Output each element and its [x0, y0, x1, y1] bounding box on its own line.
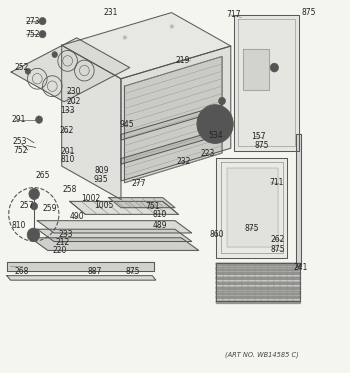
Polygon shape [216, 296, 300, 298]
Circle shape [219, 97, 225, 105]
Polygon shape [216, 286, 300, 289]
Text: ✳: ✳ [169, 24, 174, 30]
Text: 262: 262 [271, 235, 285, 244]
Circle shape [39, 18, 46, 25]
Text: 717: 717 [226, 10, 241, 19]
Text: 265: 265 [36, 171, 50, 180]
Text: 935: 935 [93, 175, 108, 184]
Text: 945: 945 [119, 120, 134, 129]
Text: 262: 262 [59, 126, 74, 135]
Circle shape [197, 105, 233, 143]
Polygon shape [216, 157, 287, 258]
Circle shape [270, 63, 279, 72]
Text: (ART NO. WB14585 C): (ART NO. WB14585 C) [225, 352, 298, 358]
Polygon shape [296, 135, 301, 266]
Text: 752: 752 [26, 29, 40, 39]
Polygon shape [121, 129, 222, 164]
Text: 133: 133 [61, 106, 75, 115]
Text: 230: 230 [66, 87, 81, 96]
Text: 219: 219 [175, 56, 189, 65]
Text: 810: 810 [61, 155, 75, 164]
Circle shape [29, 188, 40, 200]
Text: 875: 875 [254, 141, 269, 150]
Text: 252: 252 [15, 63, 29, 72]
Circle shape [205, 114, 225, 135]
Polygon shape [216, 291, 300, 294]
Text: 201: 201 [61, 147, 75, 156]
Polygon shape [121, 46, 231, 181]
Text: 534: 534 [208, 131, 223, 140]
Text: 875: 875 [271, 245, 285, 254]
Text: 233: 233 [58, 229, 73, 239]
Text: 273: 273 [26, 17, 40, 26]
Polygon shape [7, 261, 154, 271]
Polygon shape [216, 272, 300, 275]
Text: 887: 887 [87, 267, 102, 276]
Polygon shape [37, 221, 192, 233]
Circle shape [36, 116, 43, 123]
Polygon shape [216, 267, 300, 270]
Polygon shape [216, 282, 300, 284]
Polygon shape [125, 56, 222, 183]
Text: 257: 257 [20, 201, 34, 210]
Text: 489: 489 [152, 221, 167, 230]
Polygon shape [109, 198, 175, 208]
Text: 220: 220 [52, 246, 66, 255]
Circle shape [27, 228, 40, 241]
Polygon shape [216, 277, 300, 279]
Text: 259: 259 [43, 204, 57, 213]
Text: 231: 231 [104, 8, 118, 17]
Text: 268: 268 [15, 267, 29, 276]
Text: 223: 223 [200, 148, 215, 157]
Circle shape [31, 203, 38, 210]
Text: 490: 490 [70, 213, 84, 222]
Text: 809: 809 [94, 166, 108, 175]
Text: 875: 875 [245, 224, 259, 233]
Polygon shape [216, 263, 300, 301]
Text: 212: 212 [56, 238, 70, 247]
Text: 1005: 1005 [94, 201, 113, 210]
Text: 860: 860 [209, 230, 224, 239]
Polygon shape [243, 49, 269, 90]
Text: 875: 875 [126, 267, 140, 276]
Circle shape [212, 120, 219, 128]
Polygon shape [226, 168, 278, 247]
Text: 751: 751 [145, 203, 160, 211]
Polygon shape [37, 229, 192, 241]
Circle shape [25, 68, 31, 74]
Polygon shape [62, 13, 231, 79]
Polygon shape [121, 105, 222, 140]
Circle shape [52, 51, 57, 57]
Text: 875: 875 [301, 8, 316, 17]
Text: 752: 752 [13, 145, 27, 154]
Text: 258: 258 [63, 185, 77, 194]
Polygon shape [11, 38, 130, 102]
Circle shape [39, 31, 46, 38]
Polygon shape [216, 263, 300, 265]
Polygon shape [30, 238, 199, 250]
Text: 291: 291 [11, 115, 26, 124]
Polygon shape [233, 15, 299, 151]
Polygon shape [216, 301, 300, 303]
Text: 1002: 1002 [82, 194, 101, 203]
Text: ✳: ✳ [121, 35, 127, 41]
Text: 241: 241 [294, 263, 308, 272]
Text: 253: 253 [13, 137, 27, 147]
Text: 157: 157 [252, 132, 266, 141]
Text: 810: 810 [11, 221, 26, 230]
Text: 277: 277 [131, 179, 146, 188]
Polygon shape [62, 45, 121, 200]
Text: 810: 810 [152, 210, 167, 219]
Text: 232: 232 [177, 157, 191, 166]
Text: 711: 711 [269, 178, 284, 187]
Polygon shape [7, 276, 156, 280]
Text: 202: 202 [66, 97, 81, 106]
Polygon shape [70, 201, 178, 214]
